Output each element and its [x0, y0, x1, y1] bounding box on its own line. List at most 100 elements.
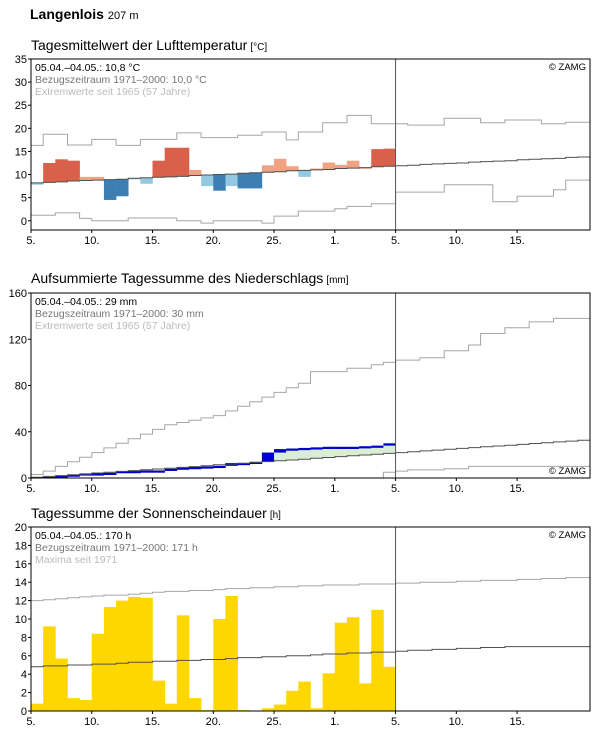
sunshine-bar: [213, 619, 226, 711]
copyright-label: © ZAMG: [549, 466, 586, 477]
x-tick-label: 5.: [26, 235, 35, 247]
x-tick-label: 20.: [206, 235, 221, 247]
y-tick-label: 35: [15, 54, 27, 66]
temperature-bar: [322, 162, 336, 170]
x-tick-label: 1.: [330, 483, 339, 495]
temperature-bar: [176, 147, 190, 177]
precipitation-mark: [249, 461, 263, 465]
y-tick-label: 18: [15, 540, 27, 552]
x-tick-label: 15.: [145, 483, 160, 495]
temperature-bar: [116, 179, 129, 197]
x-tick-label: 25.: [266, 716, 281, 728]
temperature-unit: [°C]: [250, 42, 268, 53]
sunshine-bar: [43, 626, 56, 711]
precipitation-mark: [322, 446, 336, 449]
temperature-bar: [225, 174, 238, 187]
sunshine-bar: [79, 699, 93, 711]
sunshine-bar: [298, 681, 311, 711]
sunshine-unit: [h]: [269, 510, 281, 521]
temperature-bar: [261, 165, 275, 173]
precipitation-diff-area: [371, 445, 384, 455]
temperature-bar: [274, 158, 287, 172]
x-tick-label: 15.: [509, 235, 524, 247]
y-tick-label: 12: [15, 596, 27, 608]
x-tick-label: 5.: [391, 483, 400, 495]
precipitation-mark: [310, 447, 323, 450]
temperature-bar: [140, 177, 153, 184]
y-tick-label: 15: [15, 146, 27, 158]
precipitation-mark: [359, 446, 372, 449]
plot-area: [31, 293, 590, 478]
sunshine-bar: [31, 703, 44, 711]
precipitation-unit: [mm]: [326, 275, 349, 286]
plot-frame: [30, 58, 591, 231]
x-tick-label: 5.: [26, 483, 35, 495]
y-tick-label: 120: [9, 334, 27, 346]
precipitation-mark: [274, 449, 287, 453]
station-header: Langenlois 207 m: [30, 6, 138, 22]
precipitation-mark: [188, 467, 202, 470]
legend-line-2: Bezugszeitraum 1971–2000: 30 mm: [35, 308, 204, 320]
sunshine-bar: [322, 673, 336, 711]
legend-line-1: 05.04.–04.05.: 170 h: [35, 530, 131, 542]
precipitation-mark: [371, 445, 384, 448]
sunshine-bar: [91, 633, 105, 711]
x-tick-label: 5.: [391, 235, 400, 247]
copyright-label: © ZAMG: [549, 62, 586, 73]
x-tick-label: 20.: [206, 483, 221, 495]
sunshine-bar: [346, 617, 360, 711]
temperature-bar: [249, 172, 263, 189]
station-altitude: 207 m: [107, 10, 139, 22]
temperature-bar: [286, 166, 299, 171]
legend-line-3: Extremwerte seit 1965 (57 Jahre): [35, 320, 190, 332]
sunshine-title-text: Tagessumme der Sonnenscheindauer: [31, 505, 267, 521]
temperature-bar: [67, 160, 80, 182]
x-tick-label: 25.: [266, 483, 281, 495]
precipitation-mark: [43, 476, 56, 478]
sunshine-bar: [274, 704, 287, 711]
y-tick-label: 8: [21, 632, 27, 644]
plot-frame: [30, 526, 591, 712]
x-tick-label: 1.: [330, 235, 339, 247]
legend-line-3: Maxima seit 1971: [35, 554, 117, 566]
temperature-bar: [310, 168, 323, 170]
sunshine-bar: [103, 607, 117, 711]
x-tick-label: 10.: [449, 716, 464, 728]
precipitation-mark: [140, 470, 153, 473]
y-tick-label: 16: [15, 559, 27, 571]
temperature-bar: [298, 170, 311, 177]
precipitation-diff-area: [274, 449, 287, 461]
sunshine-bar: [225, 596, 238, 711]
precipitation-mark: [346, 446, 360, 449]
x-tick-label: 1.: [330, 716, 339, 728]
y-tick-label: 10: [15, 170, 27, 182]
x-tick-label: 10.: [84, 483, 99, 495]
temperature-bar: [371, 149, 384, 167]
sunshine-bar: [67, 698, 80, 711]
y-tick-label: 40: [15, 427, 27, 439]
precipitation-mark: [334, 446, 348, 449]
precipitation-mark: [213, 465, 226, 469]
y-tick-label: 20: [15, 522, 27, 534]
sunshine-bar: [152, 680, 165, 711]
precipitation-mark: [201, 466, 214, 469]
temperature-bar: [237, 173, 251, 189]
temperature-title-text: Tagesmittelwert der Lufttemperatur: [31, 37, 248, 53]
x-tick-label: 15.: [145, 716, 160, 728]
sunshine-bar: [176, 615, 190, 711]
precipitation-mark: [152, 470, 165, 473]
y-tick-label: 160: [9, 288, 27, 300]
precipitation-normal-line: [31, 439, 590, 478]
x-tick-label: 20.: [206, 716, 221, 728]
y-tick-label: 6: [21, 651, 27, 663]
temperature-bar: [103, 179, 117, 200]
sunshine-chart-title: Tagessumme der Sonnenscheindauer [h]: [31, 505, 281, 521]
precipitation-diff-area: [359, 446, 372, 455]
temperature-bar: [128, 178, 141, 180]
precipitation-mark: [55, 475, 68, 478]
y-tick-label: 0: [21, 706, 27, 718]
precipitation-diff-area: [346, 446, 360, 456]
temperature-bar: [213, 174, 226, 191]
